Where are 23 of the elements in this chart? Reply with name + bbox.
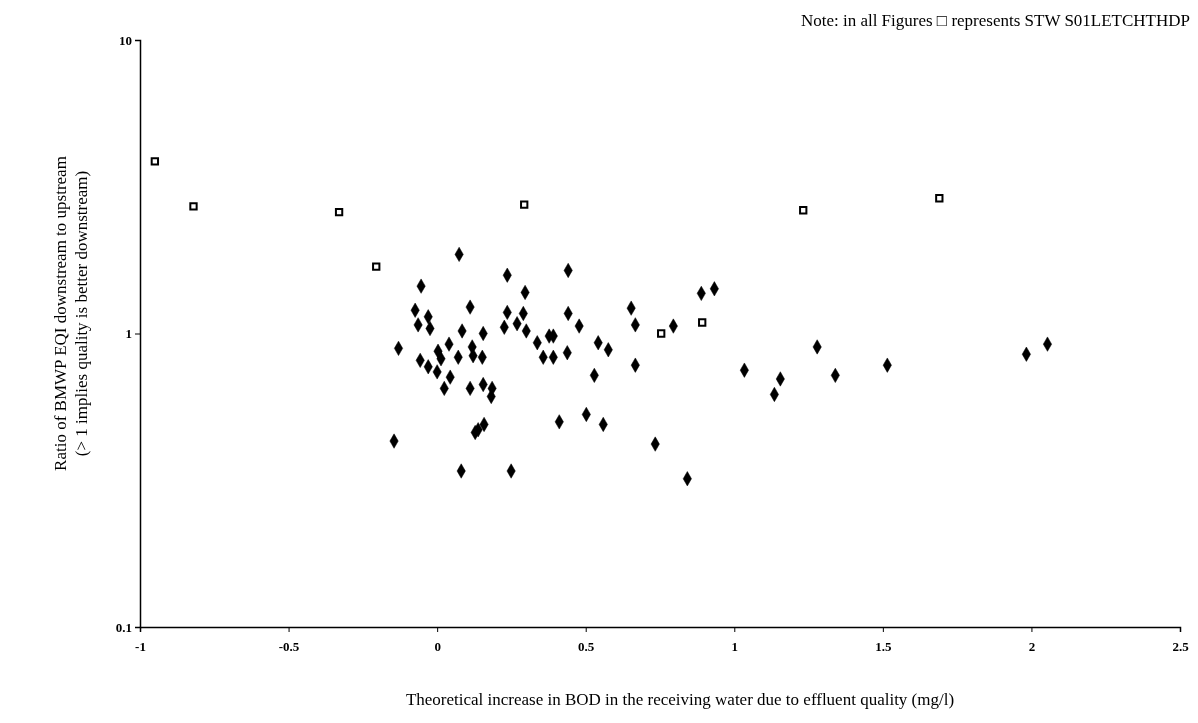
point: [334, 208, 344, 217]
y-tick-label: 10: [119, 32, 132, 48]
x-tick-label: 1: [731, 638, 739, 654]
x-axis-title: Theoretical increase in BOD in the receiving water due to effluent quality (mg/l): [405, 690, 955, 709]
point: [372, 262, 381, 271]
point: [520, 200, 529, 209]
x-tick-label: 1.5: [875, 638, 892, 654]
point: [799, 206, 808, 215]
point: [657, 329, 666, 338]
y-tick-label: 1: [125, 326, 132, 342]
y-tick-label: 0.1: [115, 619, 132, 635]
x-tick-label: -0.5: [278, 638, 300, 654]
point: [935, 194, 944, 203]
point: [189, 202, 198, 211]
x-tick-label: 0: [434, 638, 441, 654]
x-tick-label: -1: [135, 638, 146, 654]
x-tick-label: 2.5: [1172, 638, 1190, 654]
point: [698, 318, 707, 327]
x-tick-label: 2: [1028, 638, 1036, 654]
point: [150, 157, 160, 166]
x-tick-label: 0.5: [578, 638, 595, 654]
y-axis-title: Ratio of BMWP EQI downstream to upstream (> 1 implies quality is better downstream): [51, 156, 92, 471]
text: Note: in all Figures □ represents STW S01LETCHTHDP: [800, 11, 1190, 30]
